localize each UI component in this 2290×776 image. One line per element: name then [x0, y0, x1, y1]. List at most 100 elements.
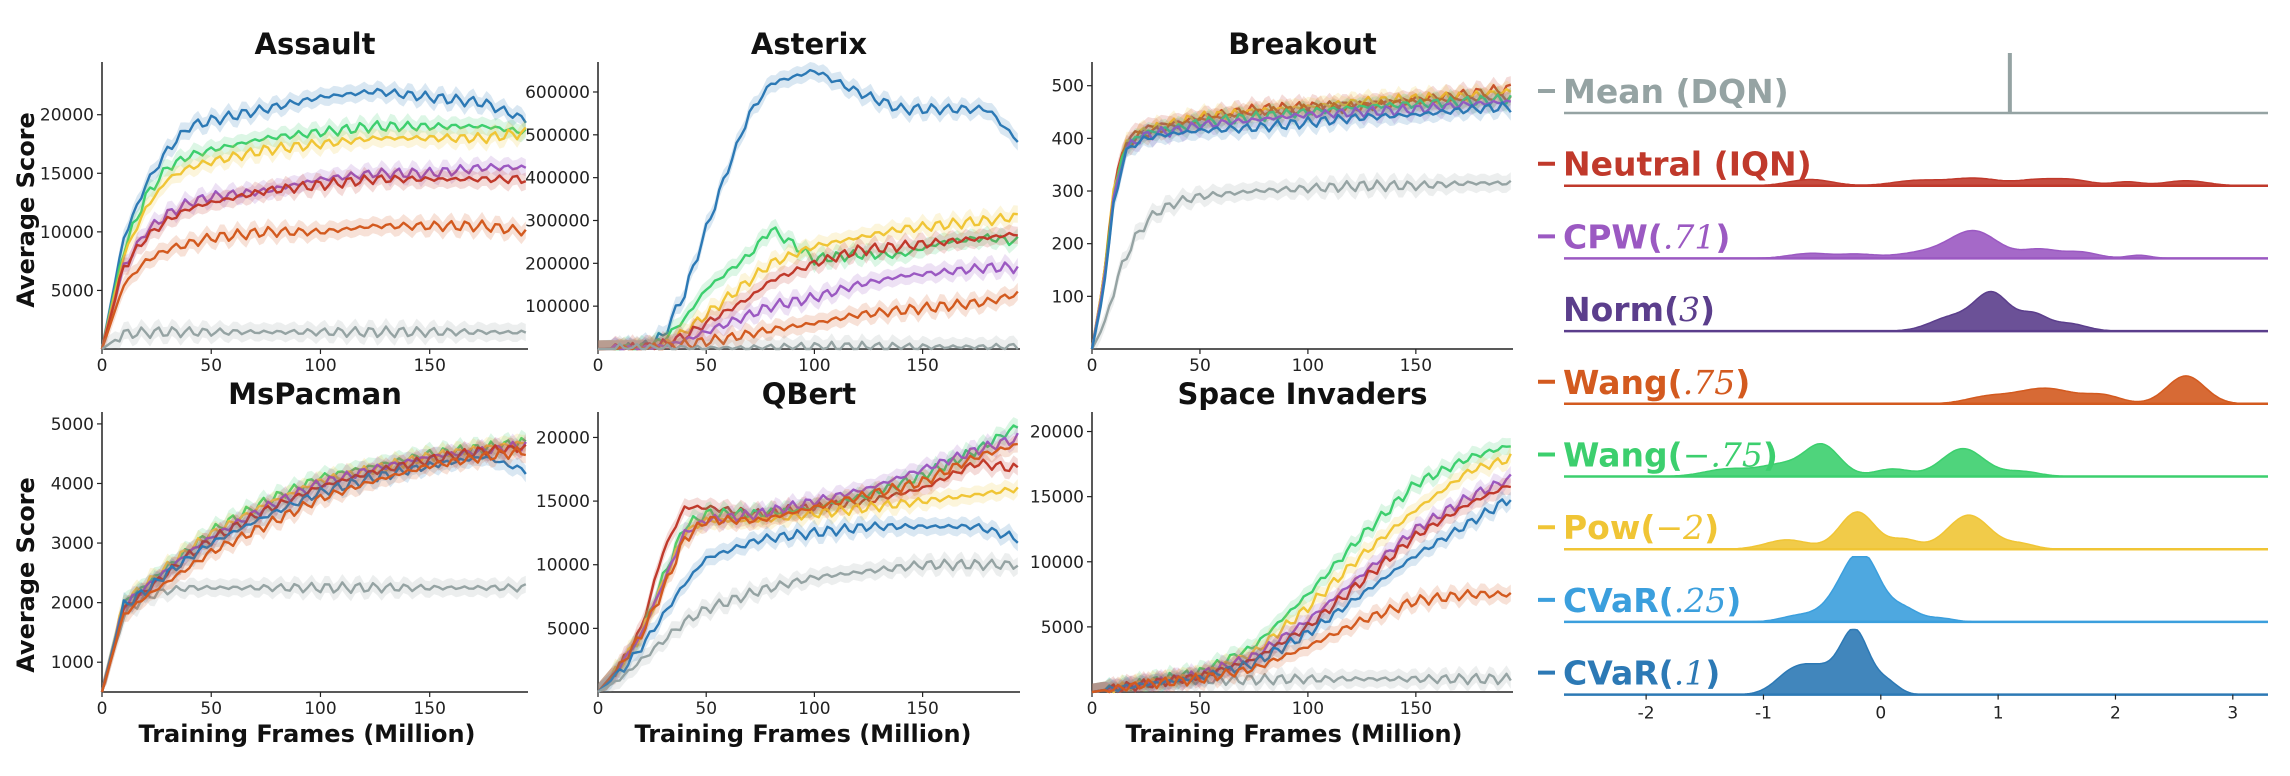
- x-tick-label: 150: [413, 356, 445, 376]
- series-band-iqn: [102, 166, 526, 349]
- y-tick-label: 1000: [51, 653, 94, 673]
- x-tick-label: 150: [906, 699, 938, 719]
- series-band-dqn: [1092, 665, 1511, 692]
- ridge-label: Neutral (IQN): [1563, 145, 1812, 184]
- series-band-wang075: [102, 211, 526, 349]
- ridge-row-pow: Pow(−2): [1538, 508, 2268, 551]
- ridge-x-tick-label: -1: [1755, 704, 1772, 724]
- y-tick-label: 20000: [536, 428, 590, 448]
- ridgeline-plot: Mean (DQN) Neutral (IQN) CPW(.71) Norm(3) Wa…: [1538, 53, 2268, 724]
- series-band-pow: [102, 118, 526, 350]
- series-line-pow: [100, 126, 527, 350]
- x-tick-label: 100: [1292, 356, 1324, 376]
- y-tick-label: 10000: [40, 223, 94, 243]
- ridge-x-tick-label: 3: [2227, 704, 2238, 724]
- series-band-iqn: [598, 224, 1018, 349]
- series-band-cpw: [1092, 466, 1511, 692]
- y-tick-label: 200000: [525, 254, 590, 274]
- series-band-cpw: [598, 253, 1018, 349]
- y-axis-label-bottom: Average Score: [12, 477, 40, 673]
- ridge-row-norm: Norm(3): [1563, 290, 2268, 333]
- y-tick-label: 10000: [536, 556, 590, 576]
- x-tick-label: 50: [1189, 699, 1211, 719]
- y-tick-label: 600000: [525, 83, 590, 103]
- panel-breakout: Breakout 100 200 300 400 500 0 50 100 150: [1052, 27, 1513, 376]
- series-band-cpw: [102, 433, 526, 692]
- y-tick-label: 10000: [1030, 553, 1084, 573]
- x-axis-label-3: Training Frames (Million): [1125, 720, 1462, 748]
- series-band-iqn: [1092, 477, 1511, 692]
- panel-title: Space Invaders: [1177, 377, 1427, 411]
- series-line-wang075: [1090, 93, 1512, 350]
- x-tick-label: 0: [97, 356, 108, 376]
- x-tick-label: 50: [200, 356, 222, 376]
- y-tick-label: 15000: [1030, 488, 1084, 508]
- x-tick-label: 0: [97, 699, 108, 719]
- panel-space-invaders: Space Invaders 5000 10000 15000 20000 0 50 100 1…: [1030, 377, 1513, 719]
- panel-assault: Assault 5000 10000 15000 20000 0 50 100 150: [40, 27, 528, 376]
- series-band-iqn: [1092, 76, 1511, 349]
- panel-mspacman: MsPacman 1000 2000 3000 4000 5000 0 50 100 150: [51, 377, 528, 719]
- x-axis-label-1: Training Frames (Million): [138, 720, 475, 748]
- series-line-iqn: [100, 174, 527, 350]
- ridge-x-tick-label: 1: [1993, 704, 2004, 724]
- series-line-dqn: [598, 340, 1019, 351]
- ridge-row-iqn: Neutral (IQN): [1538, 145, 2268, 187]
- series-line-pow: [597, 212, 1018, 351]
- y-tick-label: 200: [1052, 235, 1084, 255]
- series-band-wangneg: [598, 218, 1018, 349]
- ridge-row-cpw: CPW(.71): [1538, 217, 2268, 260]
- y-tick-label: 20000: [40, 106, 94, 126]
- series-band-dqn: [1092, 171, 1511, 349]
- ridge-x-tick-label: 2: [2110, 704, 2121, 724]
- x-tick-label: 150: [906, 356, 938, 376]
- y-tick-label: 4000: [51, 474, 94, 494]
- series-line-dqn: [100, 581, 527, 693]
- y-tick-label: 300000: [525, 211, 590, 231]
- x-tick-label: 50: [695, 356, 717, 376]
- panel-qbert: QBert 5000 10000 15000 20000 0 50 100 150: [536, 377, 1020, 719]
- series-line-wang075: [100, 446, 527, 693]
- series-band-cvar01: [102, 80, 526, 350]
- series-band-dqn: [102, 574, 526, 692]
- ridge-label: CVaR(.1): [1563, 654, 1720, 693]
- x-tick-label: 0: [1087, 699, 1098, 719]
- x-tick-label: 0: [593, 699, 604, 719]
- series-line-cvar01: [597, 68, 1019, 351]
- panel-title: QBert: [762, 377, 857, 411]
- series-line-wang075: [100, 219, 527, 350]
- y-tick-label: 100: [1052, 287, 1084, 307]
- panel-title: Asterix: [751, 27, 867, 61]
- y-axis-label-top: Average Score: [12, 112, 40, 308]
- series-line-cvar01: [100, 87, 527, 350]
- ridge-label: Norm(3): [1563, 290, 1715, 329]
- ridge-row-dqn: Mean (DQN): [1538, 53, 2268, 115]
- series-band-wangneg: [1092, 437, 1511, 692]
- ridge-label: Mean (DQN): [1563, 72, 1789, 111]
- ridge-row-cvar01: CVaR(.1): [1538, 628, 2268, 696]
- ridge-row-cvar025: CVaR(.25): [1538, 556, 2268, 624]
- series-line-cpw: [597, 432, 1019, 693]
- y-tick-label: 400: [1052, 129, 1084, 149]
- x-tick-label: 100: [304, 699, 336, 719]
- series-band-wang075: [102, 438, 526, 692]
- ridge-x-tick-label: 0: [1875, 704, 1886, 724]
- y-tick-label: 500000: [525, 126, 590, 146]
- series-line-cvar01: [597, 521, 1019, 693]
- series-band-pow: [598, 205, 1018, 349]
- series-band-dqn: [598, 333, 1018, 349]
- series-line-wang075: [597, 442, 1018, 693]
- series-line-dqn: [101, 325, 527, 350]
- y-tick-label: 500: [1052, 77, 1084, 97]
- y-tick-label: 5000: [51, 281, 94, 301]
- series-line-cvar01: [1091, 498, 1512, 694]
- x-tick-label: 0: [1087, 356, 1098, 376]
- series-band-wang075: [598, 435, 1018, 692]
- y-tick-label: 15000: [40, 164, 94, 184]
- x-tick-label: 100: [798, 356, 830, 376]
- x-tick-label: 50: [695, 699, 717, 719]
- ridge-row-wangneg: Wang(−.75): [1538, 436, 2268, 478]
- y-tick-label: 100000: [525, 297, 590, 317]
- y-tick-label: 400000: [525, 169, 590, 189]
